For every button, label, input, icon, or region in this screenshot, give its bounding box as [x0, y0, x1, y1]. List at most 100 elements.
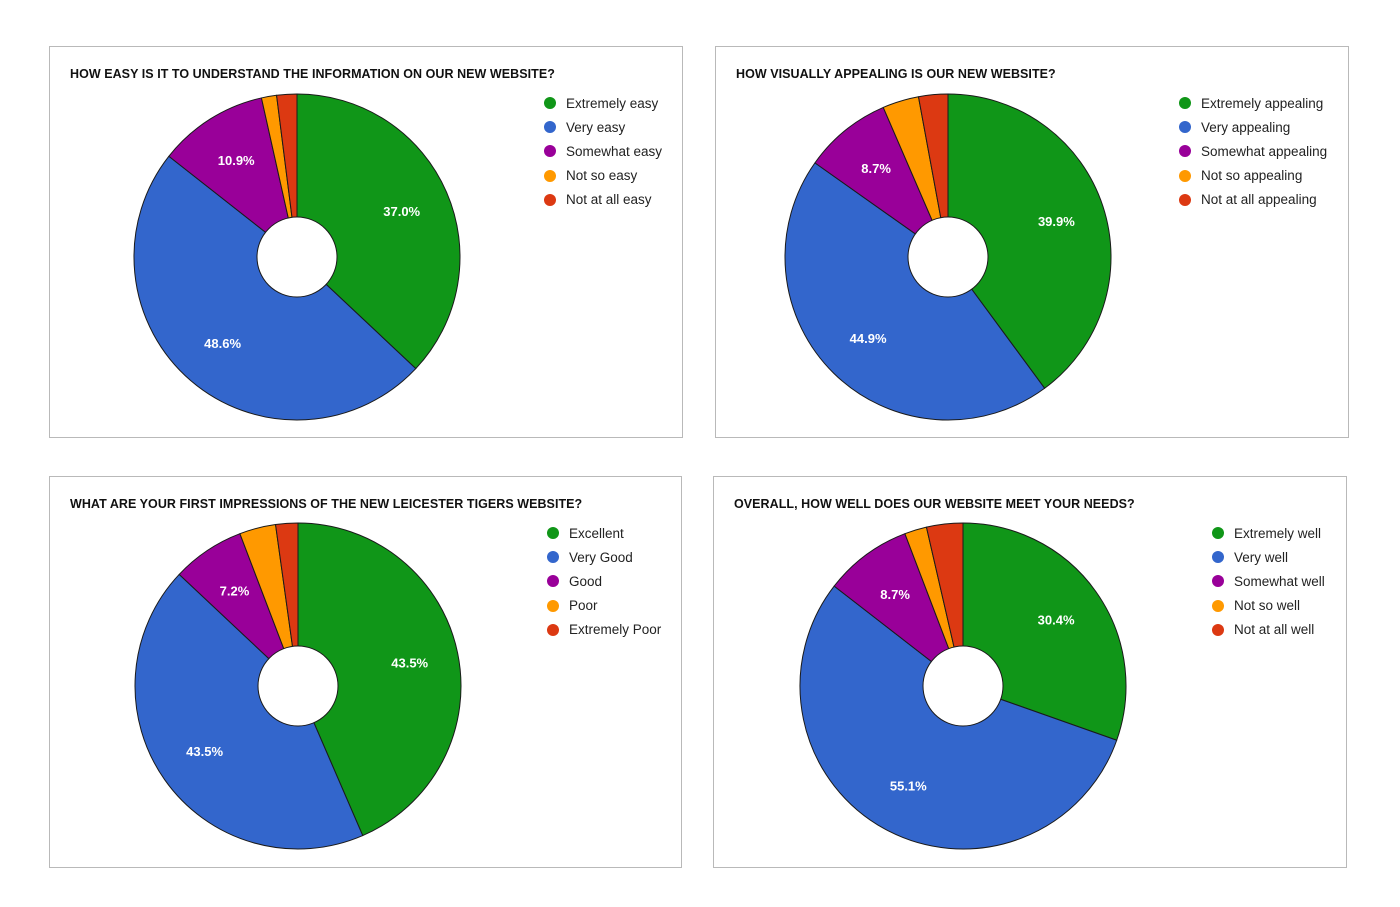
pie-slice-not-at-all-appealing — [917, 93, 949, 258]
legend-label: Extremely appealing — [1201, 95, 1324, 111]
pie-slice-not-at-all-easy — [276, 93, 298, 258]
legend-label: Good — [569, 573, 603, 589]
legend-item-very-well: Very well — [1212, 545, 1325, 569]
legend-item-not-at-all-well: Not at all well — [1212, 618, 1325, 642]
legend-item-very-easy: Very easy — [544, 115, 662, 139]
legend-label: Poor — [569, 598, 598, 614]
donut-hole — [922, 645, 1004, 727]
legend-swatch — [1179, 193, 1191, 206]
pie-chart: 30.4% 55.1% 8.7% — [799, 522, 1127, 850]
pie-slice-somewhat-appealing — [814, 106, 949, 258]
legend-item-very-appealing: Very appealing — [1179, 115, 1327, 139]
donut-hole — [256, 216, 338, 298]
legend-item-somewhat-appealing: Somewhat appealing — [1179, 139, 1327, 163]
pie-chart: 43.5% 43.5% 7.2% — [134, 522, 462, 850]
pie-slice-extremely-easy — [296, 93, 461, 370]
legend-swatch — [1179, 145, 1191, 158]
pie-slice-somewhat-well — [833, 533, 964, 687]
legend-item-not-so-easy: Not so easy — [544, 164, 662, 188]
slice-label-good: 7.2% — [220, 584, 250, 599]
legend-swatch — [547, 623, 559, 636]
legend-label: Very well — [1234, 549, 1289, 565]
chart-legend: Extremely well Very well Somewhat well Not … — [1212, 521, 1325, 642]
legend-label: Somewhat appealing — [1201, 143, 1328, 159]
legend-swatch — [544, 169, 556, 182]
pie-slice-not-at-all-well — [925, 522, 964, 687]
legend-label: Not so appealing — [1201, 168, 1303, 184]
legend-item-extremely-poor: Extremely Poor — [547, 618, 661, 642]
slice-label-very-appealing: 44.9% — [850, 331, 887, 346]
legend-label: Somewhat easy — [566, 143, 663, 159]
legend-swatch — [1179, 97, 1191, 110]
legend-swatch — [544, 121, 556, 134]
chart-legend: Extremely easy Very easy Somewhat easy Not … — [544, 91, 662, 212]
legend-item-extremely-easy: Extremely easy — [544, 91, 662, 115]
chart-title: WHAT ARE YOUR FIRST IMPRESSIONS OF THE N… — [70, 497, 583, 511]
legend-swatch — [1212, 551, 1224, 564]
legend-label: Not at all appealing — [1201, 192, 1317, 208]
legend-swatch — [547, 575, 559, 588]
legend-item-not-at-all-easy: Not at all easy — [544, 188, 662, 212]
legend-item-somewhat-easy: Somewhat easy — [544, 139, 662, 163]
legend-label: Excellent — [569, 525, 624, 541]
legend-item-extremely-appealing: Extremely appealing — [1179, 91, 1327, 115]
legend-label: Somewhat well — [1234, 573, 1325, 589]
legend-label: Not so well — [1234, 598, 1301, 614]
legend-label: Very Good — [569, 549, 633, 565]
chart-title: HOW VISUALLY APPEALING IS OUR NEW WEBSIT… — [736, 67, 1056, 81]
chart-legend: Excellent Very Good Good Poor Extremely Poor — [547, 521, 661, 642]
legend-swatch — [544, 145, 556, 158]
legend-item-poor: Poor — [547, 594, 661, 618]
pie-slice-very-good — [134, 573, 364, 850]
slice-label-somewhat-appealing: 8.7% — [861, 161, 891, 176]
legend-label: Not so easy — [566, 168, 638, 184]
legend-swatch — [1212, 599, 1224, 612]
legend-swatch — [1179, 169, 1191, 182]
legend-item-not-so-appealing: Not so appealing — [1179, 164, 1327, 188]
pie-chart: 39.9% 44.9% 8.7% — [784, 93, 1112, 421]
legend-item-not-at-all-appealing: Not at all appealing — [1179, 188, 1327, 212]
slice-label-somewhat-easy: 10.9% — [218, 153, 255, 168]
chart-panel-first-impressions: WHAT ARE YOUR FIRST IMPRESSIONS OF THE N… — [49, 476, 682, 868]
chart-panel-meets-needs: OVERALL, HOW WELL DOES OUR WEBSITE MEET … — [713, 476, 1347, 868]
pie-slice-somewhat-easy — [168, 97, 298, 258]
legend-item-very-good: Very Good — [547, 545, 661, 569]
chart-title: HOW EASY IS IT TO UNDERSTAND THE INFORMA… — [70, 67, 555, 81]
donut-hole — [257, 645, 339, 727]
slice-label-very-good: 43.5% — [186, 744, 223, 759]
slice-label-somewhat-well: 8.7% — [880, 587, 910, 602]
chart-panel-visual-appeal: HOW VISUALLY APPEALING IS OUR NEW WEBSIT… — [715, 46, 1349, 438]
pie-slice-extremely-appealing — [947, 93, 1112, 389]
slice-label-very-well: 55.1% — [890, 779, 927, 794]
legend-label: Extremely easy — [566, 95, 659, 111]
pie-slice-excellent — [297, 522, 462, 837]
chart-legend: Extremely appealing Very appealing Somewha… — [1179, 91, 1327, 212]
chart-panel-ease-of-understanding: HOW EASY IS IT TO UNDERSTAND THE INFORMA… — [49, 46, 683, 438]
legend-label: Very appealing — [1201, 119, 1291, 135]
slice-label-extremely-well: 30.4% — [1038, 613, 1075, 628]
slice-label-excellent: 43.5% — [391, 655, 428, 670]
pie-slice-very-appealing — [784, 162, 1046, 421]
pie-slice-extremely-well — [962, 522, 1127, 741]
legend-label: Extremely well — [1234, 525, 1322, 541]
slice-label-extremely-appealing: 39.9% — [1038, 214, 1075, 229]
legend-item-not-so-well: Not so well — [1212, 594, 1325, 618]
chart-title: OVERALL, HOW WELL DOES OUR WEBSITE MEET … — [734, 497, 1135, 511]
legend-swatch — [547, 599, 559, 612]
legend-swatch — [547, 551, 559, 564]
legend-swatch — [1179, 121, 1191, 134]
legend-item-somewhat-well: Somewhat well — [1212, 569, 1325, 593]
legend-item-extremely-well: Extremely well — [1212, 521, 1325, 545]
legend-swatch — [544, 193, 556, 206]
pie-slice-extremely-poor — [275, 522, 299, 687]
legend-item-good: Good — [547, 569, 661, 593]
legend-swatch — [1212, 527, 1224, 540]
slice-label-extremely-easy: 37.0% — [383, 204, 420, 219]
legend-swatch — [1212, 623, 1224, 636]
legend-label: Not at all easy — [566, 192, 652, 208]
legend-label: Very easy — [566, 119, 626, 135]
legend-label: Extremely Poor — [569, 622, 662, 638]
legend-item-excellent: Excellent — [547, 521, 661, 545]
donut-hole — [907, 216, 989, 298]
legend-swatch — [544, 97, 556, 110]
